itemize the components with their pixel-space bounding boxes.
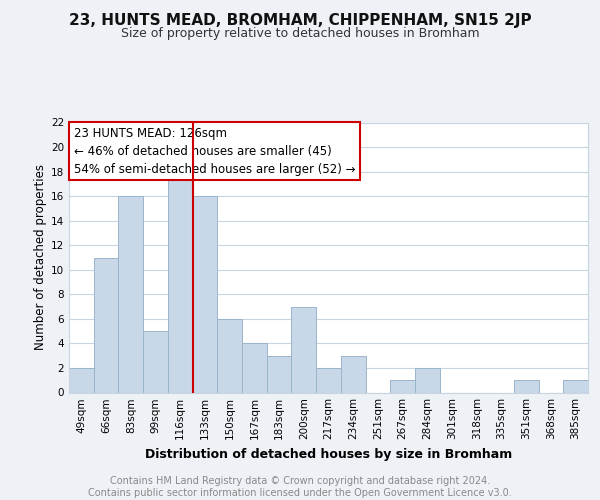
Text: Size of property relative to detached houses in Bromham: Size of property relative to detached ho… [121, 28, 479, 40]
Text: 23, HUNTS MEAD, BROMHAM, CHIPPENHAM, SN15 2JP: 23, HUNTS MEAD, BROMHAM, CHIPPENHAM, SN1… [68, 12, 532, 28]
Bar [217, 319, 242, 392]
Bar [341, 356, 365, 393]
Bar [292, 306, 316, 392]
Y-axis label: Number of detached properties: Number of detached properties [34, 164, 47, 350]
Bar [514, 380, 539, 392]
Bar [69, 368, 94, 392]
Bar [143, 331, 168, 392]
Bar [242, 344, 267, 392]
Bar [193, 196, 217, 392]
Bar [390, 380, 415, 392]
Bar [415, 368, 440, 392]
Bar [563, 380, 588, 392]
Bar [168, 172, 193, 392]
Bar [94, 258, 118, 392]
Text: Contains HM Land Registry data © Crown copyright and database right 2024.: Contains HM Land Registry data © Crown c… [110, 476, 490, 486]
Text: 23 HUNTS MEAD: 126sqm
← 46% of detached houses are smaller (45)
54% of semi-deta: 23 HUNTS MEAD: 126sqm ← 46% of detached … [74, 126, 356, 176]
Bar [267, 356, 292, 393]
Text: Contains public sector information licensed under the Open Government Licence v3: Contains public sector information licen… [88, 488, 512, 498]
Bar [316, 368, 341, 392]
X-axis label: Distribution of detached houses by size in Bromham: Distribution of detached houses by size … [145, 448, 512, 461]
Bar [118, 196, 143, 392]
